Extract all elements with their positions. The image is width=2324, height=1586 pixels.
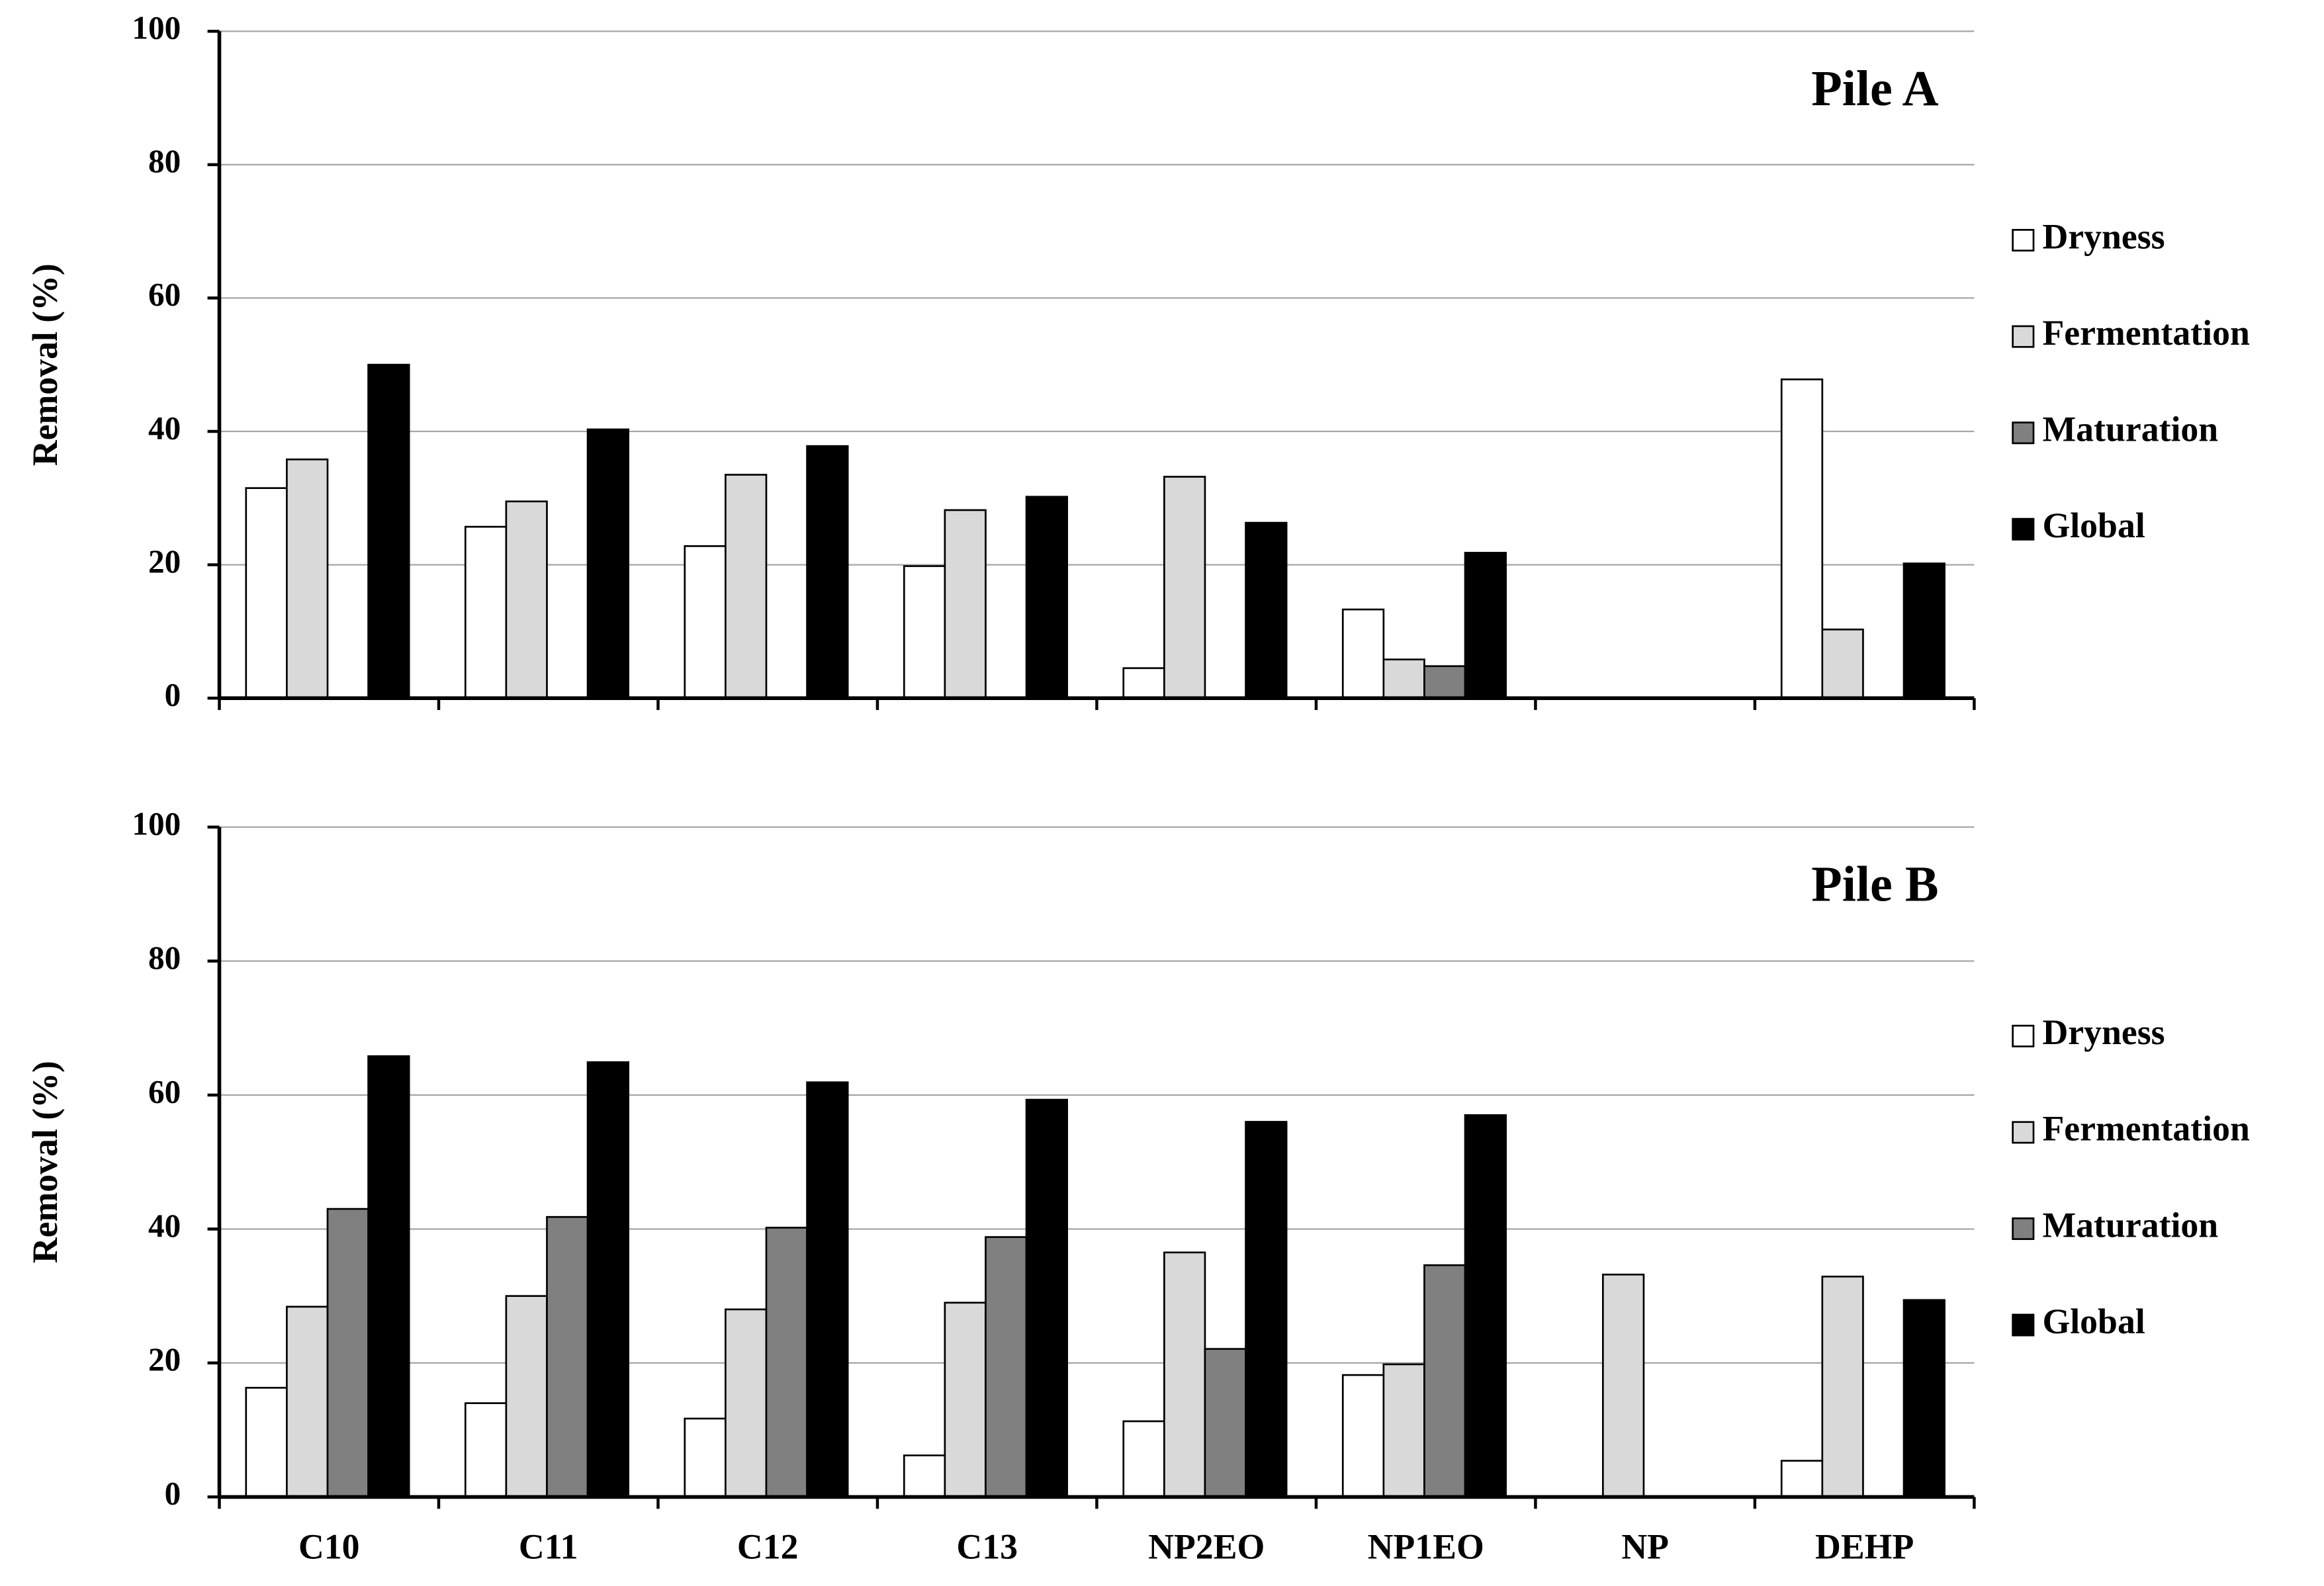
bar bbox=[1382, 658, 1425, 699]
bar bbox=[944, 509, 987, 699]
legend-swatch bbox=[2012, 517, 2035, 541]
bar bbox=[1382, 1363, 1425, 1498]
bar bbox=[245, 1387, 288, 1498]
y-axis-label: Removal (%) bbox=[25, 1061, 65, 1263]
bar bbox=[1464, 1114, 1507, 1498]
y-tick-label: 40 bbox=[148, 1208, 181, 1244]
legend-label: Maturation bbox=[2042, 1205, 2218, 1245]
bar bbox=[505, 1295, 548, 1498]
bar bbox=[1821, 1275, 1864, 1498]
y-axis-label: Removal (%) bbox=[25, 263, 65, 466]
bar bbox=[367, 363, 410, 699]
x-tick-label: C12 bbox=[737, 1526, 799, 1566]
y-tick-label: 20 bbox=[148, 1341, 181, 1378]
bar bbox=[464, 525, 508, 699]
bar bbox=[1163, 476, 1206, 699]
legend-swatch bbox=[2012, 229, 2035, 252]
bar bbox=[1780, 378, 1824, 699]
bar bbox=[464, 1402, 508, 1498]
x-tick-label: C11 bbox=[519, 1526, 578, 1566]
y-tick-label: 80 bbox=[148, 940, 181, 976]
bar bbox=[765, 1227, 808, 1498]
y-tick-label: 20 bbox=[148, 543, 181, 580]
bar bbox=[725, 474, 768, 699]
y-tick-label: 100 bbox=[132, 10, 181, 46]
x-tick-label: C10 bbox=[298, 1526, 360, 1566]
legend-swatch bbox=[2012, 325, 2035, 348]
legend-swatch bbox=[2012, 421, 2035, 445]
bar bbox=[1423, 1264, 1466, 1498]
bar bbox=[1245, 521, 1288, 699]
bar bbox=[806, 1081, 849, 1498]
bar bbox=[586, 1061, 630, 1498]
bar bbox=[326, 1208, 369, 1498]
legend-label: Fermentation bbox=[2042, 313, 2250, 353]
legend-label: Global bbox=[2042, 506, 2145, 545]
bar bbox=[903, 565, 946, 699]
bar bbox=[286, 458, 329, 699]
bar bbox=[586, 428, 630, 699]
x-tick-label: NP bbox=[1621, 1526, 1669, 1566]
bar bbox=[1902, 562, 1945, 699]
bar bbox=[944, 1301, 987, 1498]
legend-swatch bbox=[2012, 1121, 2035, 1144]
bar bbox=[1025, 1098, 1068, 1498]
bar bbox=[1204, 1348, 1247, 1498]
bar bbox=[684, 1417, 727, 1498]
bar bbox=[1341, 608, 1385, 699]
bar bbox=[1341, 1374, 1385, 1498]
y-tick-label: 80 bbox=[148, 143, 181, 179]
y-tick-label: 100 bbox=[132, 805, 181, 842]
x-tick-label: DEHP bbox=[1815, 1526, 1914, 1566]
legend-swatch bbox=[2012, 1024, 2035, 1047]
bar bbox=[985, 1236, 1028, 1498]
x-tick-label: NP2EO bbox=[1148, 1526, 1265, 1566]
x-tick-label: NP1EO bbox=[1368, 1526, 1484, 1566]
bar bbox=[1122, 1420, 1165, 1498]
y-tick-label: 60 bbox=[148, 277, 181, 313]
bar bbox=[1423, 665, 1466, 699]
y-tick-label: 0 bbox=[165, 676, 181, 713]
bar bbox=[245, 487, 288, 699]
bar bbox=[1780, 1460, 1824, 1498]
bar bbox=[286, 1305, 329, 1498]
bar bbox=[684, 545, 727, 699]
bar bbox=[1464, 552, 1507, 699]
bar bbox=[903, 1454, 946, 1498]
legend-label: Maturation bbox=[2042, 410, 2218, 449]
bar bbox=[1245, 1121, 1288, 1498]
bar bbox=[1601, 1273, 1645, 1498]
legend-swatch bbox=[2012, 1217, 2035, 1241]
y-tick-label: 0 bbox=[165, 1476, 181, 1512]
bar bbox=[367, 1055, 410, 1498]
chart-title: Pile B bbox=[1811, 857, 1938, 912]
bar bbox=[505, 500, 548, 699]
x-tick-label: C13 bbox=[956, 1526, 1018, 1566]
legend-label: Global bbox=[2042, 1301, 2145, 1341]
bar bbox=[1025, 496, 1068, 699]
bar bbox=[1163, 1251, 1206, 1498]
bar bbox=[546, 1215, 589, 1498]
legend-label: Fermentation bbox=[2042, 1109, 2250, 1149]
legend-label: Dryness bbox=[2042, 216, 2165, 256]
bar bbox=[1122, 667, 1165, 699]
legend-label: Dryness bbox=[2042, 1012, 2165, 1052]
bar bbox=[1821, 628, 1864, 699]
bar bbox=[1902, 1299, 1945, 1498]
bar bbox=[806, 445, 849, 699]
legend-swatch bbox=[2012, 1313, 2035, 1337]
bar bbox=[725, 1308, 768, 1498]
chart-title: Pile A bbox=[1811, 61, 1938, 116]
y-tick-label: 60 bbox=[148, 1073, 181, 1110]
y-tick-label: 40 bbox=[148, 410, 181, 446]
